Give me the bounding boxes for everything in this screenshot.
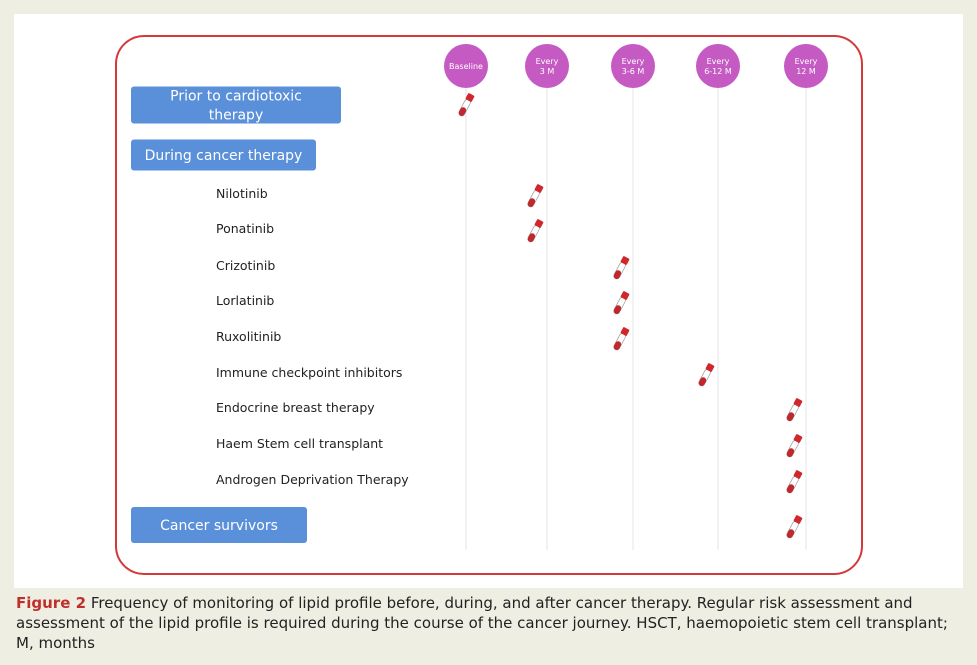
column-label: 3 M	[540, 67, 555, 76]
blood-tube	[527, 219, 544, 243]
group-box	[131, 507, 307, 543]
tube-liquid	[786, 412, 795, 421]
group-label: Cancer survivors	[160, 518, 278, 534]
blood-tube	[786, 470, 803, 494]
column-label: Every	[795, 57, 818, 66]
therapy-label: Ruxolitinib	[216, 329, 281, 344]
tube-cap	[793, 398, 803, 407]
tube-liquid	[786, 484, 795, 493]
column-label: 3-6 M	[622, 67, 645, 76]
tube-liquid	[527, 198, 536, 207]
tube-cap	[793, 470, 803, 479]
tube-cap	[465, 93, 475, 102]
blood-tube	[613, 256, 630, 280]
therapy-label: Immune checkpoint inhibitors	[216, 365, 402, 380]
tube-cap	[705, 363, 715, 372]
column-label: Every	[707, 57, 730, 66]
therapy-label: Nilotinib	[216, 186, 268, 201]
tube-liquid	[698, 377, 707, 386]
therapy-label: Ponatinib	[216, 221, 274, 236]
caption: Figure 2 Frequency of monitoring of lipi…	[16, 593, 966, 653]
blood-tube	[786, 398, 803, 422]
therapy-label: Haem Stem cell transplant	[216, 436, 383, 451]
tube-cap	[620, 327, 630, 336]
group-box	[131, 139, 316, 171]
caption-label: Figure 2	[16, 594, 87, 612]
tube-cap	[793, 434, 803, 443]
tube-liquid	[786, 448, 795, 457]
tube-cap	[620, 256, 630, 265]
tube-liquid	[786, 529, 795, 538]
column-header	[696, 44, 740, 88]
blood-tube	[786, 515, 803, 539]
tube-liquid	[527, 233, 536, 242]
column-label: Every	[622, 57, 645, 66]
caption-text: Frequency of monitoring of lipid profile…	[16, 594, 948, 652]
column-label: Every	[536, 57, 559, 66]
tube-cap	[534, 184, 544, 193]
group-label: During cancer therapy	[145, 148, 303, 164]
blood-tube	[613, 327, 630, 351]
tube-cap	[793, 515, 803, 524]
therapy-label: Endocrine breast therapy	[216, 400, 375, 415]
column-header	[444, 44, 488, 88]
blood-tube	[458, 93, 475, 117]
blood-tube	[527, 184, 544, 208]
therapy-label: Crizotinib	[216, 258, 275, 273]
blood-tube	[698, 363, 715, 387]
column-header	[784, 44, 828, 88]
group-label: therapy	[209, 108, 263, 124]
group-box	[131, 86, 341, 124]
therapy-label: Androgen Deprivation Therapy	[216, 472, 409, 487]
tube-liquid	[613, 305, 622, 314]
tube-cap	[534, 219, 544, 228]
frame	[115, 35, 863, 575]
tube-liquid	[458, 107, 467, 116]
blood-tube	[613, 291, 630, 315]
column-label: 12 M	[796, 67, 816, 76]
column-label: 6-12 M	[704, 67, 732, 76]
column-header	[525, 44, 569, 88]
tube-cap	[620, 291, 630, 300]
tube-liquid	[613, 341, 622, 350]
therapy-label: Lorlatinib	[216, 293, 274, 308]
blood-tube	[786, 434, 803, 458]
column-label: Baseline	[449, 62, 483, 71]
tube-liquid	[613, 270, 622, 279]
column-header	[611, 44, 655, 88]
group-label: Prior to cardiotoxic	[170, 89, 302, 105]
